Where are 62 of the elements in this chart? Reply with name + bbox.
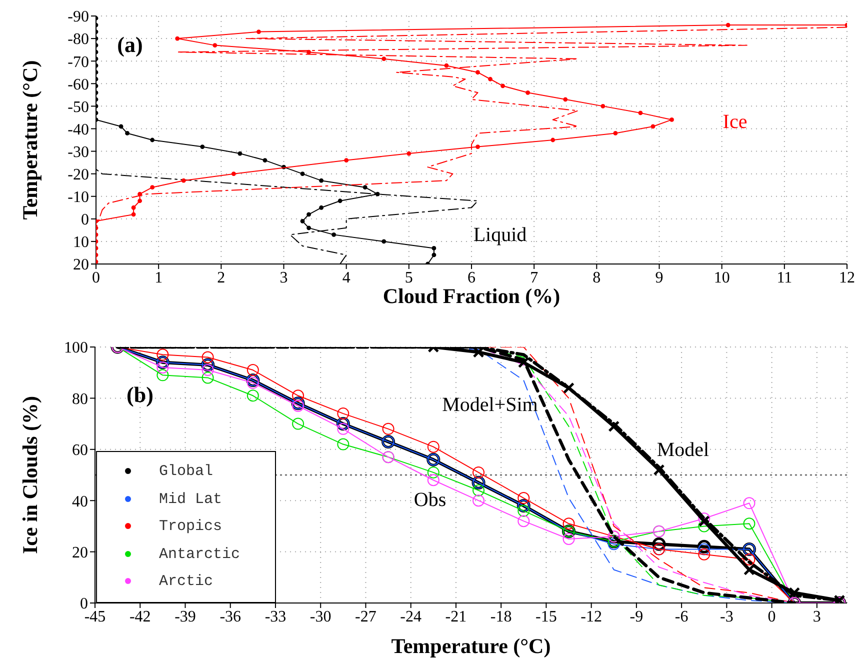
annotation: (b)	[126, 382, 154, 407]
annotation: Model	[656, 438, 710, 462]
x-tick-label: -6	[674, 608, 688, 626]
y-tick-label: 80	[72, 390, 88, 408]
y-tick-label: 40	[72, 493, 88, 510]
y-tick-label: -20	[68, 166, 89, 184]
y-tick-label: -30	[68, 144, 89, 161]
x-tick-label: 11	[776, 269, 792, 286]
y-tick-label: 20	[72, 544, 88, 562]
x-tick-label: 0	[92, 269, 100, 286]
x-axis-title: Temperature (°C)	[391, 634, 551, 658]
legend-label: Mid Lat	[159, 490, 222, 508]
x-tick-label: 2	[217, 269, 226, 286]
x-tick-label: -39	[174, 608, 196, 626]
legend-label: Tropics	[159, 518, 222, 536]
y-tick-label: -40	[68, 121, 89, 138]
y-tick-label: 60	[72, 442, 88, 460]
x-axis-title: Cloud Fraction (%)	[382, 284, 560, 308]
annotation: Model+Sim	[442, 393, 538, 417]
y-axis-title: Temperature (°C)	[18, 60, 42, 220]
x-tick-label: 10	[714, 269, 730, 286]
x-tick-label: 3	[280, 269, 288, 286]
x-tick-label: -3	[720, 608, 734, 626]
legend-label: Antarctic	[159, 546, 240, 563]
x-tick-label: 1	[154, 269, 163, 286]
x-tick-label: -21	[445, 608, 467, 626]
x-tick-label: -15	[536, 608, 557, 626]
x-tick-label: -30	[310, 608, 332, 626]
y-tick-label: 100	[64, 340, 88, 357]
x-tick-label: 7	[530, 269, 538, 286]
y-tick-label: -70	[68, 54, 89, 71]
x-tick-label: -42	[129, 608, 151, 626]
y-tick-label: -10	[68, 189, 89, 206]
annotation: Obs	[414, 488, 446, 512]
y-tick-label: -60	[68, 76, 89, 94]
x-tick-label: 5	[404, 269, 413, 286]
y-tick-label: -80	[68, 31, 89, 48]
x-tick-label: 6	[468, 269, 476, 286]
x-tick-label: 12	[839, 269, 855, 286]
x-tick-label: 4	[342, 269, 350, 286]
y-axis-title: Ice in Clouds (%)	[18, 396, 42, 554]
y-tick-label: -90	[68, 8, 89, 26]
x-tick-label: -12	[580, 608, 602, 626]
x-tick-label: -27	[355, 608, 376, 626]
x-tick-label: 9	[655, 269, 664, 286]
x-tick-label: -36	[220, 608, 242, 626]
x-tick-label: 8	[592, 269, 601, 286]
annotation: (a)	[117, 32, 143, 57]
x-tick-label: 3	[812, 608, 821, 626]
y-tick-label: 0	[81, 212, 89, 229]
legend-label: Arctic	[159, 573, 214, 590]
x-tick-label: -33	[264, 608, 286, 626]
x-tick-label: -24	[400, 608, 422, 626]
legend-label: Global	[159, 463, 214, 480]
x-tick-label: -18	[490, 608, 512, 626]
x-tick-label: -9	[630, 608, 644, 626]
x-tick-label: 0	[768, 608, 776, 626]
y-tick-label: -50	[68, 98, 89, 116]
text: Ice	[722, 110, 748, 134]
series-label: Liquid	[473, 223, 527, 247]
y-tick-label: 20	[73, 256, 89, 274]
y-tick-label: 10	[73, 234, 89, 252]
